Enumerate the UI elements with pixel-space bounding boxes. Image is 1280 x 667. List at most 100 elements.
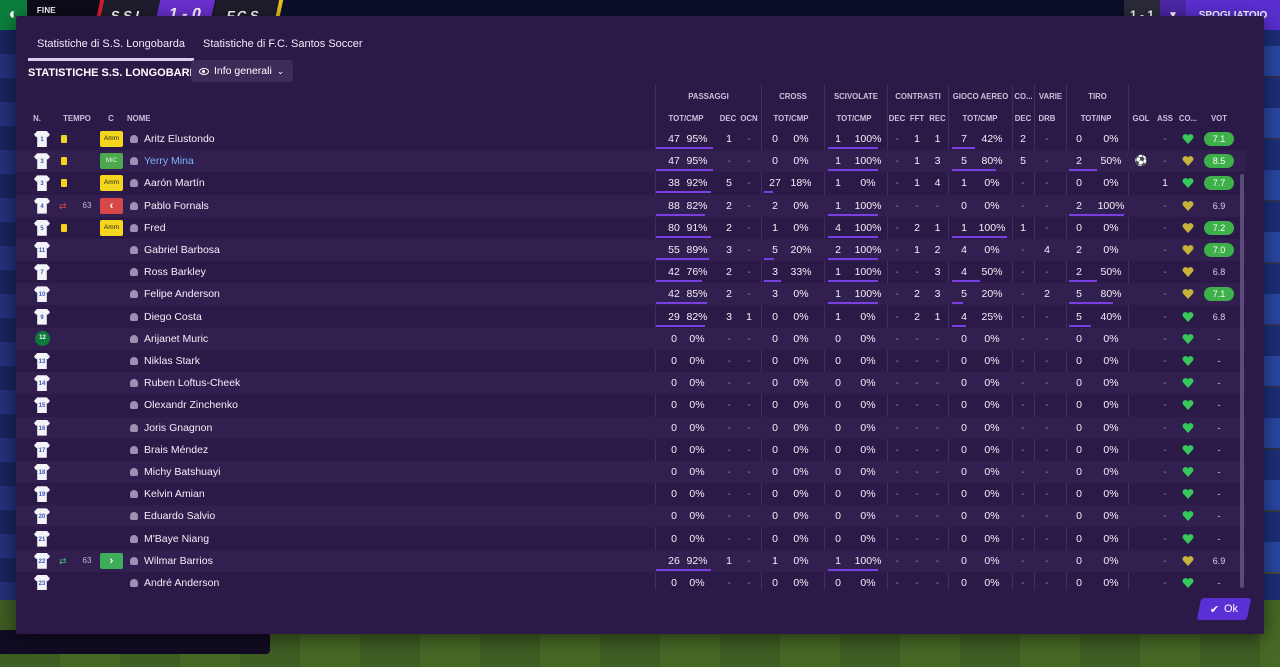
view-dropdown[interactable]: Info generali ⌄	[191, 60, 293, 82]
col-header-cross-tot[interactable]: TOT/CMP	[773, 114, 809, 123]
table-row[interactable]: 7 Ross Barkley 42 76% 2-3 33% 1 100% - -3 4 50% - -2 5…	[16, 261, 1246, 283]
col-header-ct-dec[interactable]: DEC	[888, 114, 906, 123]
player-profile-icon[interactable]	[130, 179, 138, 188]
player-profile-icon[interactable]	[130, 135, 138, 143]
player-name[interactable]: Olexandr Zinchenko	[144, 399, 238, 412]
table-row[interactable]: 10 Felipe Anderson 42 85% 2-3 0% 1 100% -2 3 5 20% -…	[16, 283, 1246, 306]
player-name[interactable]: Aritz Elustondo	[144, 133, 215, 145]
table-scrollbar[interactable]	[1240, 174, 1244, 588]
shirt-icon: 3	[34, 175, 50, 192]
player-profile-icon[interactable]	[130, 312, 138, 321]
col-header-pass-ocn[interactable]: OCN	[740, 114, 758, 123]
player-profile-icon[interactable]	[130, 201, 138, 210]
col-header-gol[interactable]: GOL	[1132, 114, 1150, 123]
table-row[interactable]: 9 Diego Costa 29 82% 3 1 0 0% 1 0% - 2 1 4 25% - - 5 40% - 6…	[16, 306, 1246, 328]
stat-sciv-tot: 0	[835, 332, 841, 345]
table-row[interactable]: 14 Ruben Loftus-Cheek 0 0% - - 0 0% 0 0% - - - 0 0% - - 0…	[16, 372, 1246, 395]
table-row[interactable]: 17 Brais Méndez 0 0% - - 0 0% 0 0% - - - 0 0% - - 0 0% - -	[16, 439, 1246, 461]
col-header-tiro-tot[interactable]: TOT/INP	[1080, 114, 1112, 123]
player-name[interactable]: Michy Batshuayi	[144, 466, 221, 478]
table-row[interactable]: 21 M'Baye Niang 0 0% - - 0 0% 0 0% - - - 0 0% - - 0 0% - -	[16, 528, 1246, 550]
player-profile-icon[interactable]	[130, 268, 138, 277]
col-header-name[interactable]: NOME	[127, 114, 151, 123]
table-row[interactable]: 12 Arijanet Muric 0 0% - - 0 0% 0 0% - - - 0 0% - - 0 0% - -	[16, 327, 1246, 350]
player-name[interactable]: Joris Gnagnon	[144, 421, 213, 434]
stat-pass-tot: 0	[671, 577, 677, 589]
player-profile-icon[interactable]	[130, 290, 138, 299]
player-name[interactable]: Niklas Stark	[144, 355, 201, 367]
table-row[interactable]: 18 Michy Batshuayi 0 0% - - 0 0% 0 0% - - - 0 0% - - 0 0% -…	[16, 461, 1246, 483]
player-profile-icon[interactable]	[130, 445, 138, 454]
stat-ct-fft: -	[915, 332, 919, 345]
player-profile-icon[interactable]	[130, 379, 138, 388]
col-header-ga-tot[interactable]: TOT/CMP	[962, 114, 998, 123]
player-name[interactable]: Aarón Martín	[144, 177, 205, 190]
player-profile-icon[interactable]	[130, 556, 138, 565]
stat-pass-tot: 55	[668, 244, 680, 256]
tab-away-stats[interactable]: Statistiche di F.C. Santos Soccer	[202, 38, 363, 50]
player-name[interactable]: Eduardo Salvio	[144, 510, 216, 523]
group-header-varie: VARIE	[1038, 92, 1063, 101]
player-profile-icon[interactable]	[130, 357, 138, 365]
col-header-ct-rec[interactable]: REC	[929, 114, 946, 123]
player-profile-icon[interactable]	[130, 246, 138, 254]
player-name[interactable]: Felipe Anderson	[144, 288, 220, 301]
player-profile-icon[interactable]	[130, 334, 138, 343]
player-profile-icon[interactable]	[130, 223, 138, 232]
table-row[interactable]: 1 Amm Aritz Elustondo 47 95% 1 - 0 0% 1 100% - 1 1 7 42…	[16, 128, 1246, 150]
player-name[interactable]: Ross Barkley	[144, 266, 206, 279]
table-row[interactable]: 13 Niklas Stark 0 0% - - 0 0% 0 0% - - - 0 0% - - 0 0% - -	[16, 350, 1246, 372]
table-row[interactable]: 5 Amm Fred 80 91% 2-1 0% 4 100% -2 1 1 100% 1-0 0% -7.2	[16, 217, 1246, 239]
player-name[interactable]: Pablo Fornals	[144, 199, 209, 212]
player-profile-icon[interactable]	[130, 579, 138, 587]
table-row[interactable]: 16 Joris Gnagnon 0 0% - - 0 0% 0 0% - - - 0 0% - - 0 0% - -	[16, 416, 1246, 439]
player-name[interactable]: Wilmar Barrios	[144, 554, 213, 567]
table-row[interactable]: 20 Eduardo Salvio 0 0% - - 0 0% 0 0% - - - 0 0% - - 0 0% - -	[16, 505, 1246, 528]
col-header-sciv-tot[interactable]: TOT/CMP	[836, 114, 872, 123]
col-header-tempo[interactable]: TEMPO	[63, 114, 91, 123]
condition-heart-icon	[1182, 244, 1194, 256]
player-profile-icon[interactable]	[130, 468, 138, 476]
player-profile-icon[interactable]	[130, 512, 138, 521]
ok-button[interactable]: ✔ Ok	[1196, 598, 1252, 620]
col-header-co-dec[interactable]: DEC	[1014, 114, 1032, 123]
player-name[interactable]: André Anderson	[144, 577, 220, 589]
player-name[interactable]: Kelvin Amian	[144, 488, 205, 501]
player-name[interactable]: Diego Costa	[144, 310, 202, 323]
stat-drb: 2	[1044, 288, 1050, 301]
player-profile-icon[interactable]	[130, 534, 138, 543]
stat-t-pct: 0%	[1103, 510, 1119, 523]
col-header-vot[interactable]: VOT	[1210, 114, 1228, 123]
player-profile-icon[interactable]	[130, 157, 138, 166]
player-profile-icon[interactable]	[130, 401, 138, 410]
col-header-c[interactable]: C	[108, 114, 114, 123]
table-row[interactable]: 3 MiC Yerry Mina 47 95% - -0 0% 1 100% -1 3 5 80% 5-2 5…	[16, 150, 1246, 173]
table-row[interactable]: 4 ⇄ 63 ‹ Pablo Fornals 88 82% 2-2 0% 1 100% - - -0 0% -…	[16, 194, 1246, 217]
table-row[interactable]: 22 ⇄ 63 › Wilmar Barrios 26 92% 1-1 0% 1 100% - - -0 0…	[16, 549, 1246, 572]
stat-ga-pct: 0%	[984, 244, 1000, 256]
player-name[interactable]: Arijanet Muric	[144, 332, 209, 345]
player-name[interactable]: Gabriel Barbosa	[144, 244, 220, 256]
player-profile-icon[interactable]	[130, 490, 138, 499]
player-name[interactable]: Brais Méndez	[144, 443, 209, 456]
table-row[interactable]: 23 André Anderson 0 0% - - 0 0% 0 0% - - - 0 0% - - 0 0% - -	[16, 572, 1246, 590]
col-header-ct-fft[interactable]: FFT	[909, 114, 925, 123]
col-header-pass-tot[interactable]: TOT/CMP	[668, 114, 704, 123]
player-name[interactable]: M'Baye Niang	[144, 532, 210, 545]
table-row[interactable]: 3 Amm Aarón Martín 38 92% 5 - 27 18% 1 0% - 1 4 1 0% - - 0…	[16, 172, 1246, 194]
table-row[interactable]: 19 Kelvin Amian 0 0% - - 0 0% 0 0% - - - 0 0% - - 0 0% - -	[16, 483, 1246, 505]
col-header-ass[interactable]: ASS	[1156, 114, 1174, 123]
stat-ct-fft: -	[915, 488, 919, 501]
player-name[interactable]: Ruben Loftus-Cheek	[144, 377, 241, 390]
tab-home-stats[interactable]: Statistiche di S.S. Longobarda	[28, 38, 194, 61]
table-row[interactable]: 11 Gabriel Barbosa 55 89% 3-5 20% 2 100% -1 2 4 0% -…	[16, 239, 1246, 261]
player-name[interactable]: Yerry Mina	[144, 155, 194, 168]
col-header-pass-dec[interactable]: DEC	[719, 114, 737, 123]
player-name[interactable]: Fred	[144, 221, 166, 234]
col-header-drb[interactable]: DRB	[1038, 114, 1056, 123]
stat-ct-fft: -	[915, 266, 919, 279]
col-header-co[interactable]: CO...	[1178, 114, 1198, 123]
table-row[interactable]: 15 Olexandr Zinchenko 0 0% - - 0 0% 0 0% - - - 0 0% - - 0…	[16, 394, 1246, 416]
player-profile-icon[interactable]	[130, 423, 138, 432]
col-header-number[interactable]: N.	[33, 114, 41, 123]
